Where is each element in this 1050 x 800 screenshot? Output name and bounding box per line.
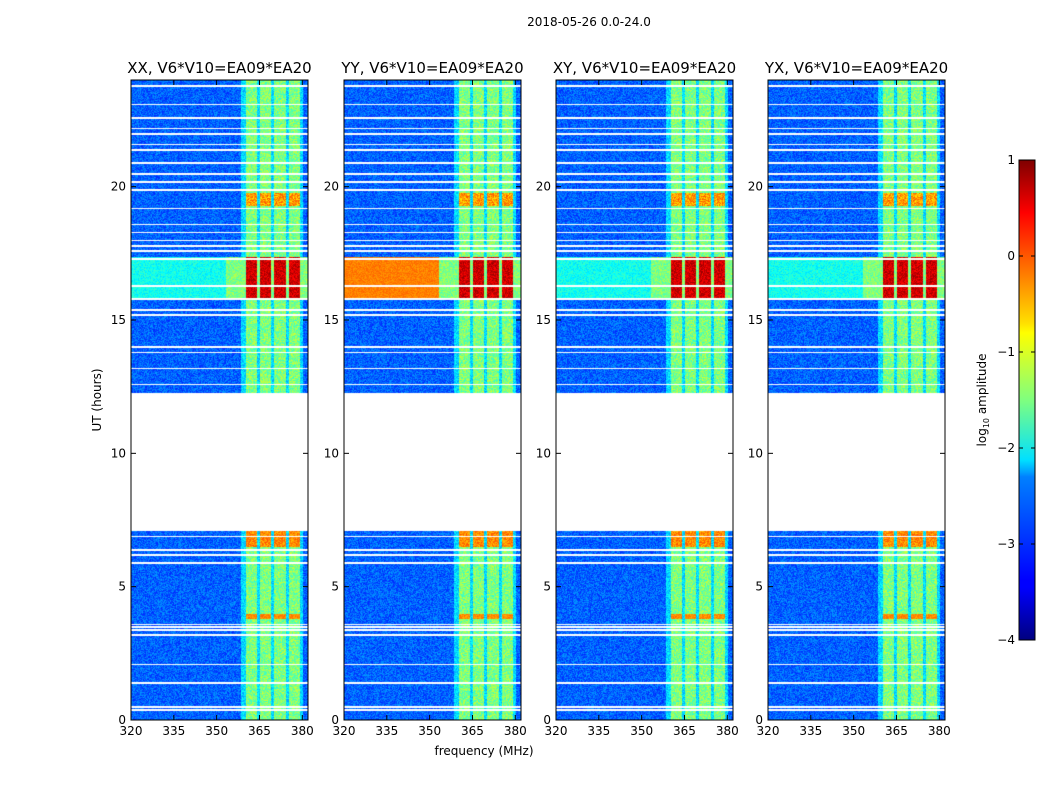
colorbar-gradient xyxy=(1018,159,1036,641)
y-tick-label: 10 xyxy=(324,446,339,460)
x-tick-label: 380 xyxy=(928,724,951,738)
figure-title: 2018-05-26 0.0-24.0 xyxy=(527,15,651,29)
plot-frame xyxy=(343,79,522,721)
heatmap-image xyxy=(131,80,308,720)
y-tick-label: 15 xyxy=(111,313,126,327)
panel-yy: YY, V6*V10=EA09*EA20 320 335 350 365 380 0 5 10 1… xyxy=(324,59,527,738)
y-tick-label: 10 xyxy=(111,446,126,460)
plot-frame xyxy=(767,79,946,721)
y-tick-label: 20 xyxy=(324,180,339,194)
panel-yx: YX, V6*V10=EA09*EA20 320 335 350 365 380 0 5 10 1… xyxy=(748,59,951,738)
panel-title: YX, V6*V10=EA09*EA20 xyxy=(764,59,948,77)
x-tick-label: 380 xyxy=(716,724,739,738)
colorbar-tick-label: 1 xyxy=(1007,153,1015,167)
x-tick-label: 320 xyxy=(120,724,143,738)
colorbar-tick-label: −3 xyxy=(997,537,1015,551)
colorbar-tick-label: 0 xyxy=(1007,249,1015,263)
y-tick-label: 5 xyxy=(331,580,339,594)
y-tick-label: 15 xyxy=(748,313,763,327)
x-tick-label: 350 xyxy=(842,724,865,738)
y-tick-label: 20 xyxy=(748,180,763,194)
x-tick-label: 365 xyxy=(461,724,484,738)
heatmap-image xyxy=(556,80,733,720)
x-tick-label: 335 xyxy=(162,724,185,738)
y-tick-label: 20 xyxy=(111,180,126,194)
y-tick-label: 5 xyxy=(543,580,551,594)
y-tick-label: 5 xyxy=(755,580,763,594)
y-tick-label: 10 xyxy=(536,446,551,460)
y-tick-label: 0 xyxy=(331,713,339,727)
x-tick-label: 380 xyxy=(504,724,527,738)
x-tick-label: 350 xyxy=(205,724,228,738)
heatmap-image xyxy=(768,80,945,720)
plot-frame xyxy=(130,79,309,721)
heatmap-panels: XX, V6*V10=EA09*EA20 320 335 350 365 380 0 5 10 1… xyxy=(111,59,951,738)
colorbar-label-rest: amplitude xyxy=(975,354,989,418)
y-axis-label: UT (hours) xyxy=(90,368,104,431)
x-tick-label: 335 xyxy=(799,724,822,738)
colorbar-tick-label: −2 xyxy=(997,441,1015,455)
y-tick-label: 0 xyxy=(543,713,551,727)
colorbar: −4 −3 −2 −1 0 1 log10 amplitude xyxy=(975,153,1036,647)
colorbar-ticks: −4 −3 −2 −1 0 1 xyxy=(997,153,1035,647)
heatmap-image xyxy=(344,80,521,720)
x-tick-label: 350 xyxy=(418,724,441,738)
x-tick-label: 320 xyxy=(333,724,356,738)
x-tick-label: 365 xyxy=(673,724,696,738)
colorbar-label-sub: 10 xyxy=(982,418,991,428)
panel-title: XX, V6*V10=EA09*EA20 xyxy=(127,59,311,77)
panel-title: YY, V6*V10=EA09*EA20 xyxy=(340,59,523,77)
panel-xx: XX, V6*V10=EA09*EA20 320 335 350 365 380 0 5 10 1… xyxy=(111,59,314,738)
y-tick-label: 0 xyxy=(118,713,126,727)
colorbar-label: log10 amplitude xyxy=(975,354,991,447)
y-tick-label: 10 xyxy=(748,446,763,460)
x-tick-label: 335 xyxy=(375,724,398,738)
colorbar-label-main: log xyxy=(975,428,989,446)
x-tick-label: 350 xyxy=(630,724,653,738)
panel-title: XY, V6*V10=EA09*EA20 xyxy=(553,59,736,77)
colorbar-tick-label: −1 xyxy=(997,345,1015,359)
y-tick-label: 0 xyxy=(755,713,763,727)
x-tick-label: 335 xyxy=(587,724,610,738)
y-tick-label: 15 xyxy=(536,313,551,327)
x-axis-label: frequency (MHz) xyxy=(434,744,533,758)
plot-frame xyxy=(555,79,734,721)
y-tick-label: 5 xyxy=(118,580,126,594)
colorbar-tick-label: −4 xyxy=(997,633,1015,647)
x-tick-label: 320 xyxy=(757,724,780,738)
x-tick-label: 365 xyxy=(885,724,908,738)
y-tick-label: 15 xyxy=(324,313,339,327)
x-tick-label: 320 xyxy=(545,724,568,738)
x-tick-label: 380 xyxy=(291,724,314,738)
x-tick-label: 365 xyxy=(248,724,271,738)
panel-xy: XY, V6*V10=EA09*EA20 320 335 350 365 380 0 5 10 1… xyxy=(536,59,739,738)
y-tick-label: 20 xyxy=(536,180,551,194)
